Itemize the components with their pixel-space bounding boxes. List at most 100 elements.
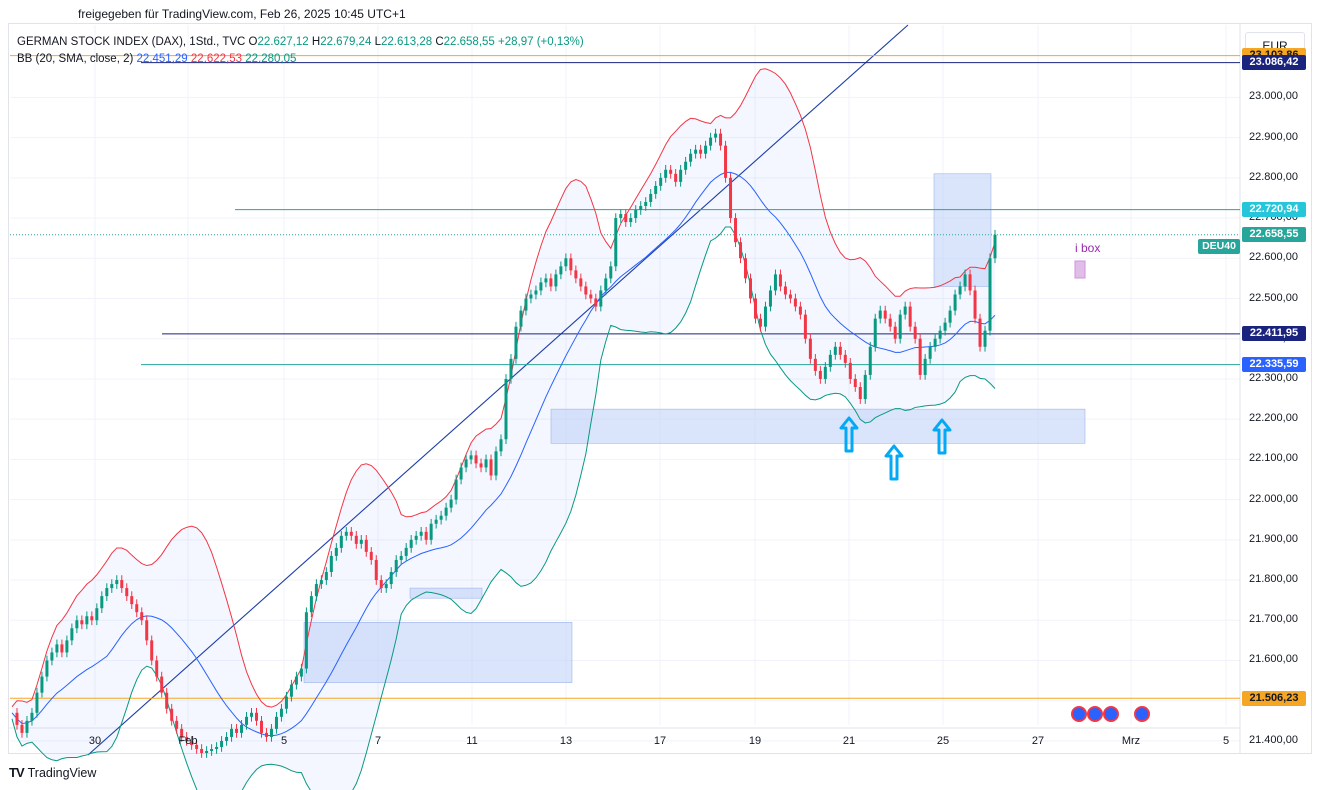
candle-body [943, 322, 947, 331]
candle-body [878, 310, 882, 319]
time-axis-label: 21 [842, 735, 856, 747]
close-label: C [435, 36, 444, 48]
candle-body [549, 278, 553, 287]
price-axis-label: 21.700,00 [1249, 613, 1298, 626]
candle-body [564, 258, 568, 267]
candle-body [584, 286, 588, 295]
candle-body [883, 310, 887, 319]
candle-body [294, 676, 298, 685]
candle-body [469, 455, 473, 460]
price-axis-label: 22.100,00 [1249, 452, 1298, 465]
candle-body [444, 507, 448, 516]
candle-body [589, 294, 593, 299]
candle-body [624, 214, 628, 223]
candle-body [190, 740, 194, 745]
candle-body [948, 310, 952, 323]
economic-event-icon[interactable] [1087, 706, 1103, 722]
time-axis-label: 19 [748, 735, 762, 747]
bb-upper-value: 22.622,53 [190, 53, 243, 65]
candle-body [205, 750, 209, 753]
time-axis-label: 5 [280, 735, 288, 747]
candle-body [793, 298, 797, 307]
candle-body [963, 274, 967, 287]
candle-body [684, 161, 688, 170]
price-axis-label: 21.800,00 [1249, 573, 1298, 586]
candle-body [235, 728, 239, 733]
bb-indicator-label[interactable]: BB (20, SMA, close, 2) [17, 53, 134, 65]
candle-body [958, 286, 962, 295]
chart-pane[interactable] [8, 23, 1312, 754]
candle-body [679, 169, 683, 182]
economic-event-icon[interactable] [1134, 706, 1150, 722]
candle-body [993, 234, 997, 259]
price-tag: 22.335,59 [1242, 357, 1306, 373]
time-axis-label: 5 [1222, 735, 1230, 747]
candle-body [319, 580, 323, 585]
time-axis-label: 13 [559, 735, 573, 747]
candle-body [20, 724, 24, 733]
trend-line [87, 24, 909, 756]
candle-body [649, 193, 653, 202]
candle-body [439, 515, 443, 520]
support-zone [303, 622, 573, 683]
tradingview-logo[interactable]: TV TradingView [9, 765, 96, 780]
candle-body [828, 354, 832, 367]
candle-body [175, 720, 179, 729]
candle-body [274, 716, 278, 729]
candle-body [619, 214, 623, 219]
candle-body [140, 612, 144, 621]
candle-body [125, 588, 129, 597]
candle-body [45, 660, 49, 677]
candle-body [324, 572, 328, 581]
candle-body [25, 720, 29, 733]
candle-body [808, 338, 812, 359]
candle-body [504, 378, 508, 440]
bb-basis-line [11, 171, 996, 737]
bb-upper-line [11, 68, 996, 708]
annotation-label[interactable]: i box [1075, 241, 1101, 255]
price-axis-label: 21.900,00 [1249, 532, 1298, 545]
candle-body [334, 547, 338, 556]
candle-body [110, 584, 114, 589]
candle-body [409, 539, 413, 548]
candle-body [489, 459, 493, 476]
price-tag: 21.506,23 [1242, 690, 1306, 706]
candle-body [719, 133, 723, 146]
candle-body [689, 153, 693, 162]
candle-body [898, 314, 902, 339]
candle-body [903, 306, 907, 315]
candle-body [664, 169, 668, 178]
candle-body [145, 620, 149, 641]
candle-body [634, 210, 638, 219]
candle-body [614, 218, 618, 267]
candle-body [424, 531, 428, 540]
symbol-name[interactable]: GERMAN STOCK INDEX (DAX), 1Std., TVC [17, 36, 246, 48]
candle-body [973, 290, 977, 319]
candle-body [200, 748, 204, 753]
candle-body [933, 338, 937, 347]
economic-event-icon[interactable] [1103, 706, 1119, 722]
economic-event-icon[interactable] [1071, 706, 1087, 722]
candle-body [464, 459, 468, 468]
time-axis-label: Mrz [1121, 735, 1141, 747]
candle-body [384, 584, 388, 589]
candle-body [714, 133, 718, 138]
candle-body [75, 620, 79, 629]
candle-body [853, 378, 857, 387]
candle-body [304, 612, 308, 669]
time-axis-label: 30 [88, 735, 102, 747]
candle-body [220, 740, 224, 747]
candle-body [165, 692, 169, 709]
time-axis-label: Feb [178, 735, 198, 747]
price-tag: 22.720,94 [1242, 202, 1306, 218]
candle-body [55, 644, 59, 653]
candle-body [389, 572, 393, 585]
candle-body [429, 523, 433, 540]
candle-body [170, 708, 174, 721]
candle-body [364, 539, 368, 552]
candle-body [299, 668, 303, 677]
candle-body [150, 640, 154, 661]
candle-body [953, 294, 957, 311]
candle-body [823, 366, 827, 379]
